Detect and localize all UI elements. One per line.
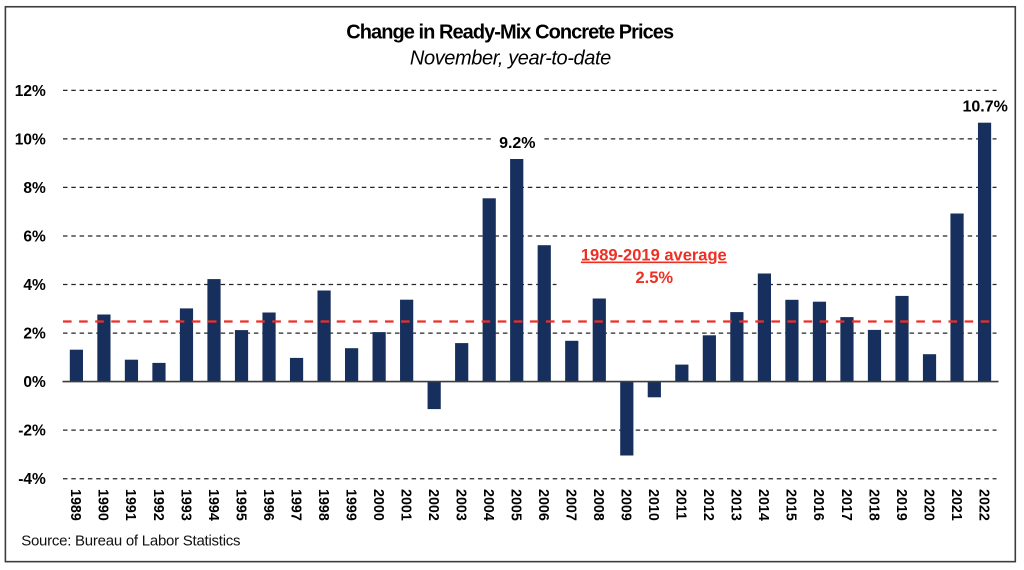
- svg-text:1989: 1989: [67, 489, 83, 521]
- svg-text:2007: 2007: [563, 489, 579, 521]
- svg-text:1998: 1998: [315, 489, 331, 521]
- svg-text:1994: 1994: [205, 489, 221, 521]
- svg-text:2013: 2013: [728, 489, 744, 521]
- svg-text:1995: 1995: [232, 489, 248, 521]
- svg-text:2.5%: 2.5%: [635, 269, 673, 287]
- svg-text:1997: 1997: [287, 489, 303, 521]
- svg-text:2%: 2%: [23, 326, 46, 343]
- svg-text:2002: 2002: [425, 489, 441, 521]
- svg-text:2021: 2021: [948, 489, 964, 521]
- svg-text:12%: 12%: [15, 83, 46, 100]
- svg-text:2003: 2003: [452, 489, 468, 521]
- svg-text:-4%: -4%: [18, 471, 46, 488]
- svg-text:2022: 2022: [975, 489, 991, 521]
- svg-text:6%: 6%: [23, 229, 46, 246]
- svg-text:2015: 2015: [783, 489, 799, 521]
- svg-text:1993: 1993: [177, 489, 193, 521]
- svg-text:2008: 2008: [590, 489, 606, 521]
- svg-text:2019: 2019: [893, 489, 909, 521]
- svg-text:2017: 2017: [838, 489, 854, 521]
- svg-text:2004: 2004: [480, 489, 496, 521]
- svg-text:Source: Bureau of Labor Statis: Source: Bureau of Labor Statistics: [21, 533, 240, 550]
- svg-text:2012: 2012: [700, 489, 716, 521]
- svg-text:9.2%: 9.2%: [499, 135, 535, 152]
- svg-text:4%: 4%: [23, 277, 46, 294]
- svg-text:1992: 1992: [150, 489, 166, 521]
- svg-text:1990: 1990: [95, 489, 111, 521]
- svg-text:1991: 1991: [122, 489, 138, 521]
- svg-text:2001: 2001: [397, 489, 413, 521]
- svg-text:November, year-to-date: November, year-to-date: [410, 48, 611, 70]
- svg-text:2020: 2020: [920, 489, 936, 521]
- svg-text:2005: 2005: [508, 489, 524, 521]
- svg-text:1999: 1999: [342, 489, 358, 521]
- svg-text:2016: 2016: [810, 489, 826, 521]
- svg-text:2009: 2009: [618, 489, 634, 521]
- svg-text:Change in Ready-Mix Concrete P: Change in Ready-Mix Concrete Prices: [346, 21, 674, 43]
- svg-text:2000: 2000: [370, 489, 386, 521]
- svg-text:2011: 2011: [673, 489, 689, 520]
- svg-text:1989-2019 average: 1989-2019 average: [581, 247, 727, 265]
- svg-text:2018: 2018: [865, 489, 881, 521]
- svg-text:-2%: -2%: [18, 423, 46, 440]
- svg-text:10.7%: 10.7%: [963, 99, 1008, 116]
- svg-text:0%: 0%: [23, 374, 46, 391]
- svg-text:2010: 2010: [645, 489, 661, 521]
- svg-text:2006: 2006: [535, 489, 551, 521]
- svg-text:1996: 1996: [260, 489, 276, 521]
- svg-text:10%: 10%: [15, 131, 46, 148]
- svg-text:8%: 8%: [23, 180, 46, 197]
- svg-text:2014: 2014: [755, 489, 771, 521]
